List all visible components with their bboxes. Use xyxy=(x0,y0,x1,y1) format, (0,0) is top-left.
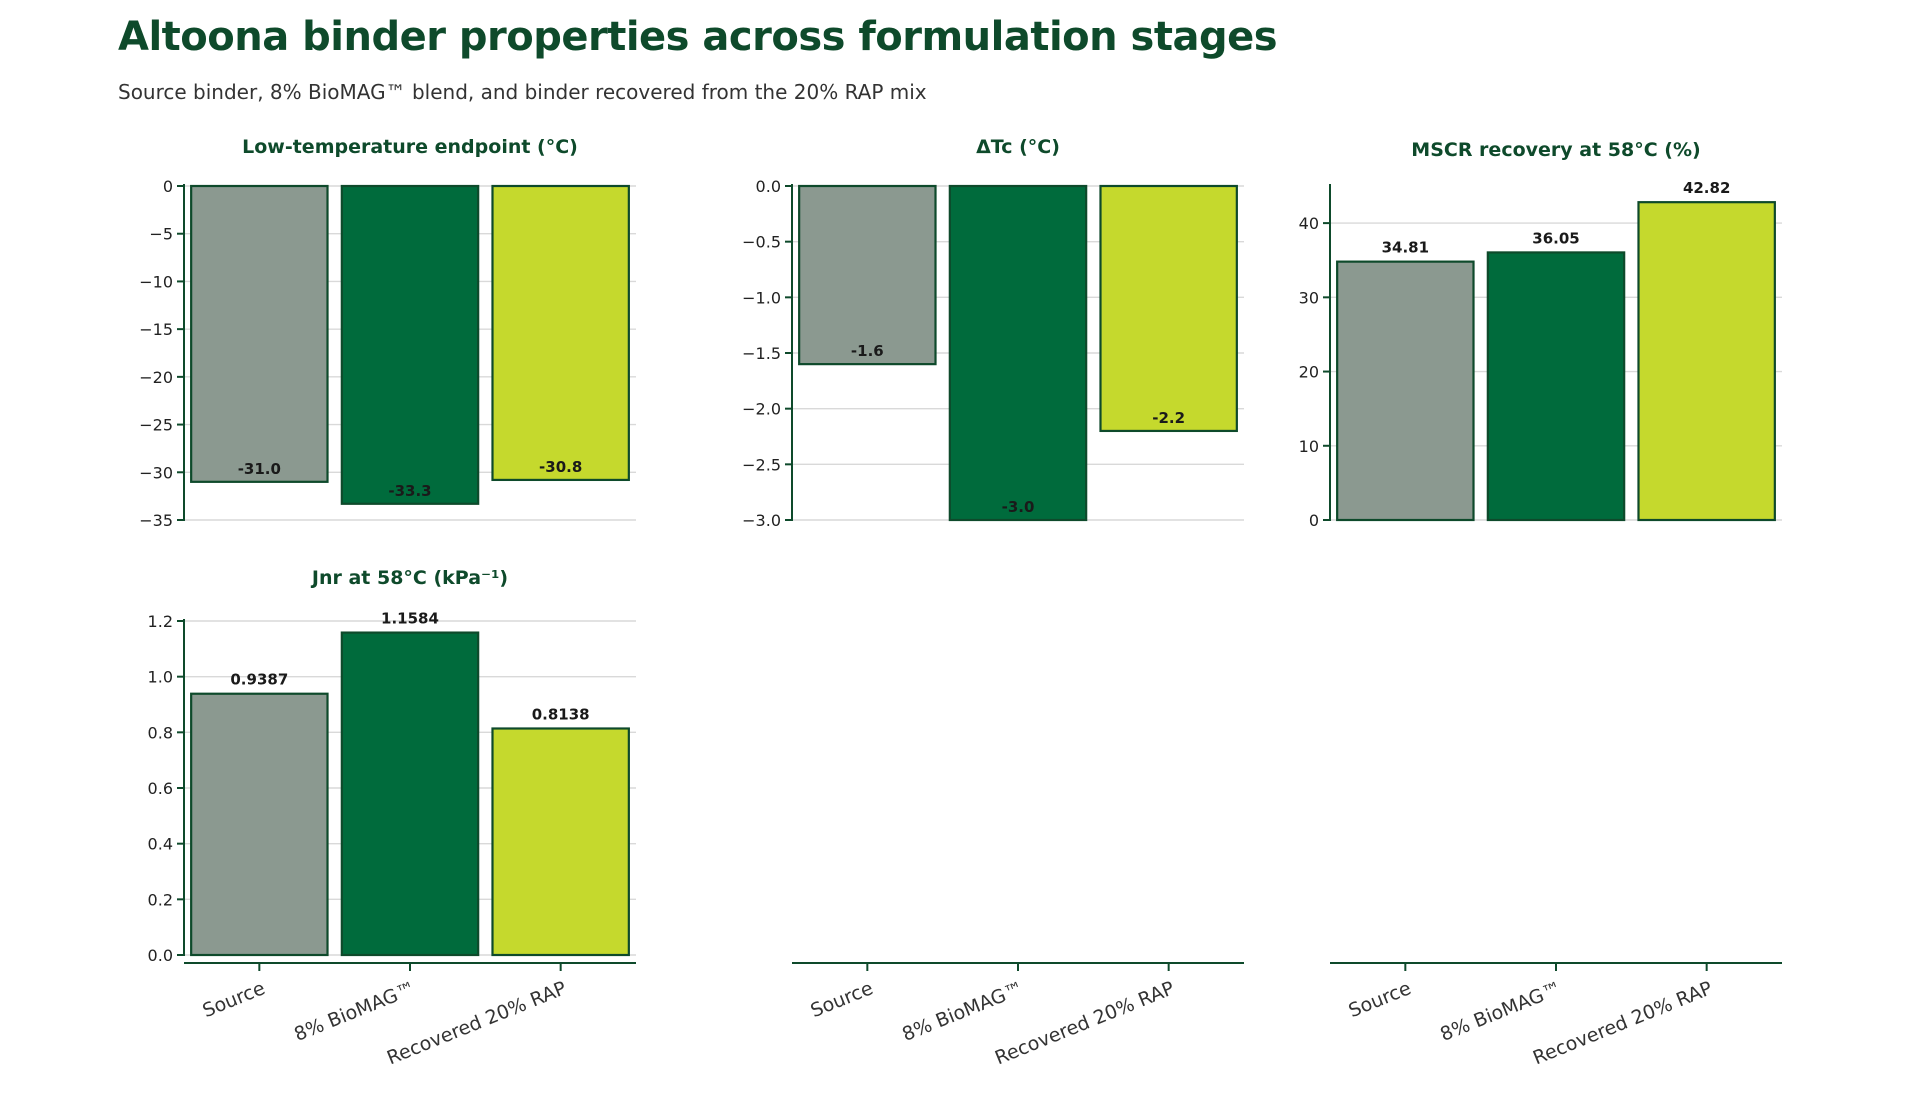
page-subtitle: Source binder, 8% BioMAG™ blend, and bin… xyxy=(118,80,927,104)
y-tick-label: 0 xyxy=(163,177,173,196)
chart-panel-2: ΔTc (°C) 0.0 −0.5 −1.0 −1.5 −2.0 −2.5 −3.0 -1.6 -… xyxy=(742,136,1244,1069)
bar xyxy=(1486,251,1626,522)
bar-value-label: 34.81 xyxy=(1382,239,1429,257)
y-tick-label: −0.5 xyxy=(742,233,781,252)
x-category-label: Source xyxy=(807,977,876,1022)
bar xyxy=(1637,201,1776,522)
panel-title: Jnr at 58°C (kPa⁻¹) xyxy=(310,567,508,589)
y-tick-label: −1.0 xyxy=(742,288,781,307)
y-tick-label: 1.2 xyxy=(148,612,173,631)
y-tick-label: −2.0 xyxy=(742,400,781,419)
bar-value-label: 42.82 xyxy=(1683,179,1730,197)
y-tick-label: −2.5 xyxy=(742,455,781,474)
y-tick-label: 10 xyxy=(1299,437,1319,456)
y-tick-label: −35 xyxy=(139,511,173,530)
bar-value-label: -33.3 xyxy=(388,482,431,500)
chart-panel-3: MSCR recovery at 58°C (%) 0 10 20 30 40 34.81 3… xyxy=(1299,139,1782,1069)
bar xyxy=(190,184,329,483)
y-tick-label: −15 xyxy=(139,320,173,339)
y-tick-label: 0.2 xyxy=(148,890,173,909)
bar-value-label: 36.05 xyxy=(1532,229,1579,247)
x-category-label: 8% BioMAG™ xyxy=(899,977,1027,1046)
bar xyxy=(491,184,630,482)
bar-value-label: -1.6 xyxy=(851,342,884,360)
chart-panel-1: Low-temperature endpoint (°C) 0 −5 −10 −15 −2… xyxy=(139,136,636,530)
chart-panel-4: Jnr at 58°C (kPa⁻¹) 0.0 0.2 0.4 0.6 0.8 1.0 1.2… xyxy=(148,567,636,1069)
bar-value-label: -3.0 xyxy=(1002,498,1035,516)
y-tick-label: 0.0 xyxy=(756,177,781,196)
y-tick-label: −25 xyxy=(139,416,173,435)
y-tick-label: −1.5 xyxy=(742,344,781,363)
y-tick-label: −5 xyxy=(149,225,173,244)
page-title: Altoona binder properties across formula… xyxy=(118,14,1278,60)
y-tick-label: −30 xyxy=(139,463,173,482)
bar xyxy=(1336,260,1475,522)
bar xyxy=(948,184,1088,522)
y-tick-label: 0 xyxy=(1309,511,1319,530)
y-tick-label: 0.4 xyxy=(148,835,173,854)
y-tick-label: 30 xyxy=(1299,288,1319,307)
bar-value-label: -30.8 xyxy=(539,458,582,476)
bar-value-label: -31.0 xyxy=(238,460,281,478)
bar-value-label: 0.9387 xyxy=(230,671,288,689)
x-category-label: Source xyxy=(1345,977,1414,1022)
y-tick-label: 0.8 xyxy=(148,723,173,742)
bar xyxy=(190,692,329,957)
x-category-label: Source xyxy=(199,977,268,1022)
x-category-label: 8% BioMAG™ xyxy=(291,977,419,1046)
y-tick-label: 0.6 xyxy=(148,779,173,798)
bar-value-label: 1.1584 xyxy=(381,610,439,628)
y-tick-label: −3.0 xyxy=(742,511,781,530)
x-category-label: 8% BioMAG™ xyxy=(1437,977,1565,1046)
y-tick-label: −20 xyxy=(139,368,173,387)
y-tick-label: 1.0 xyxy=(148,668,173,687)
y-tick-label: −10 xyxy=(139,272,173,291)
panel-title: Low-temperature endpoint (°C) xyxy=(242,136,578,158)
y-tick-label: 20 xyxy=(1299,363,1319,382)
bar-value-label: -2.2 xyxy=(1152,409,1185,427)
bar xyxy=(798,184,937,366)
y-tick-label: 0.0 xyxy=(148,946,173,965)
bar xyxy=(491,727,630,957)
bar xyxy=(340,631,480,957)
panel-title: ΔTc (°C) xyxy=(976,136,1060,158)
bar xyxy=(340,184,480,505)
panel-title: MSCR recovery at 58°C (%) xyxy=(1411,139,1700,161)
y-tick-label: 40 xyxy=(1299,214,1319,233)
bar-value-label: 0.8138 xyxy=(532,705,590,723)
bar xyxy=(1099,184,1238,433)
